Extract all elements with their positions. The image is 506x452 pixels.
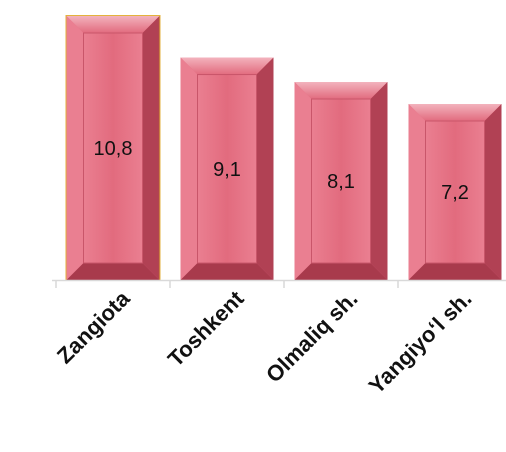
category-labels-group: Zangiota Toshkent Olmaliq sh. Yangiyo‘l sh. [52, 285, 476, 398]
data-label: 10,8 [94, 138, 133, 160]
data-label: 7,2 [441, 182, 469, 204]
x-tick-label: Zangiota [52, 285, 135, 368]
bar [408, 104, 502, 280]
value-labels-group: 10,8 9,1 8,1 7,2 [94, 138, 469, 204]
data-label: 8,1 [327, 171, 355, 193]
x-tick-label: Olmaliq sh. [261, 286, 363, 388]
x-axis-ticks [55, 280, 399, 288]
x-tick-label: Yangiyo‘l sh. [364, 286, 477, 399]
x-tick-label: Toshkent [163, 285, 249, 371]
bar [65, 15, 161, 281]
data-label: 9,1 [213, 159, 241, 181]
bar [294, 82, 388, 280]
bar [180, 57, 274, 280]
bars-group [65, 15, 502, 281]
